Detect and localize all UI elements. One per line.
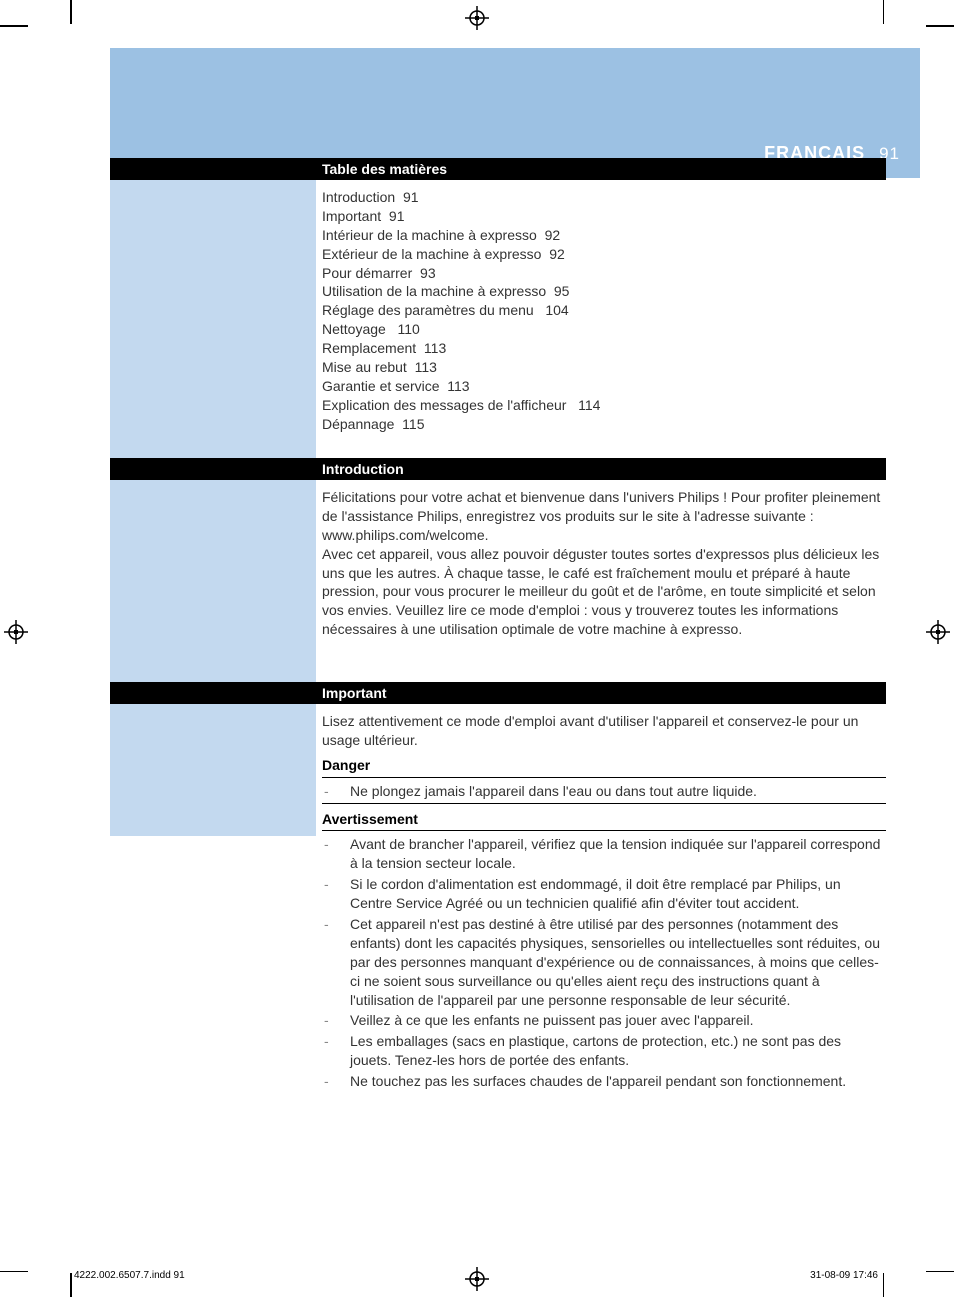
section-bar-introduction: Introduction xyxy=(110,458,886,480)
footer-file: 4222.002.6507.7.indd 91 xyxy=(74,1270,185,1281)
print-footer: 4222.002.6507.7.indd 91 31-08-09 17:46 xyxy=(74,1270,878,1281)
warning-item: Avant de brancher l'appareil, vérifiez q… xyxy=(322,835,886,873)
footer-date: 31-08-09 17:46 xyxy=(810,1270,878,1281)
warning-item: Veillez à ce que les enfants ne puissent… xyxy=(322,1011,886,1030)
warning-heading: Avertissement xyxy=(322,810,886,832)
toc-item: Réglage des paramètres du menu 104 xyxy=(322,301,886,320)
registration-mark-icon xyxy=(465,6,489,30)
toc-item: Garantie et service 113 xyxy=(322,377,886,396)
crop-mark xyxy=(883,1273,885,1297)
page-frame: FRANÇAIS 91 Table des matières Introduct… xyxy=(70,28,885,1228)
important-lead: Lisez attentivement ce mode d'emploi ava… xyxy=(322,712,886,750)
toc-item: Remplacement 113 xyxy=(322,339,886,358)
warning-item: Si le cordon d'alimentation est endommag… xyxy=(322,875,886,913)
danger-list: Ne plongez jamais l'appareil dans l'eau … xyxy=(322,782,886,804)
important-block: Lisez attentivement ce mode d'emploi ava… xyxy=(322,712,886,1093)
warning-item: Ne touchez pas les surfaces chaudes de l… xyxy=(322,1072,886,1091)
toc-item: Mise au rebut 113 xyxy=(322,358,886,377)
crop-mark xyxy=(70,1273,72,1297)
crop-mark xyxy=(0,1271,28,1273)
crop-mark xyxy=(926,25,954,27)
toc-item: Intérieur de la machine à expresso 92 xyxy=(322,226,886,245)
registration-mark-icon xyxy=(926,620,950,644)
section-bar-toc: Table des matières xyxy=(110,158,886,180)
sidebar-accent xyxy=(110,178,316,836)
toc-item: Important 91 xyxy=(322,207,886,226)
danger-heading: Danger xyxy=(322,756,886,778)
toc-list: Introduction 91Important 91Intérieur de … xyxy=(322,188,886,434)
crop-mark xyxy=(70,0,72,24)
toc-item: Introduction 91 xyxy=(322,188,886,207)
toc-item: Utilisation de la machine à expresso 95 xyxy=(322,282,886,301)
warning-list: Avant de brancher l'appareil, vérifiez q… xyxy=(322,835,886,1091)
toc-item: Pour démarrer 93 xyxy=(322,264,886,283)
warning-item: Cet appareil n'est pas destiné à être ut… xyxy=(322,915,886,1009)
registration-mark-icon xyxy=(4,620,28,644)
danger-item: Ne plongez jamais l'appareil dans l'eau … xyxy=(322,782,886,801)
toc-item: Dépannage 115 xyxy=(322,415,886,434)
crop-mark xyxy=(883,0,885,24)
crop-mark xyxy=(926,1271,954,1273)
warning-item: Les emballages (sacs en plastique, carto… xyxy=(322,1032,886,1070)
intro-body: Félicitations pour votre achat et bienve… xyxy=(322,488,886,639)
toc-item: Extérieur de la machine à expresso 92 xyxy=(322,245,886,264)
crop-mark xyxy=(0,25,28,27)
section-bar-important: Important xyxy=(110,682,886,704)
toc-item: Explication des messages de l'afficheur … xyxy=(322,396,886,415)
toc-item: Nettoyage 110 xyxy=(322,320,886,339)
